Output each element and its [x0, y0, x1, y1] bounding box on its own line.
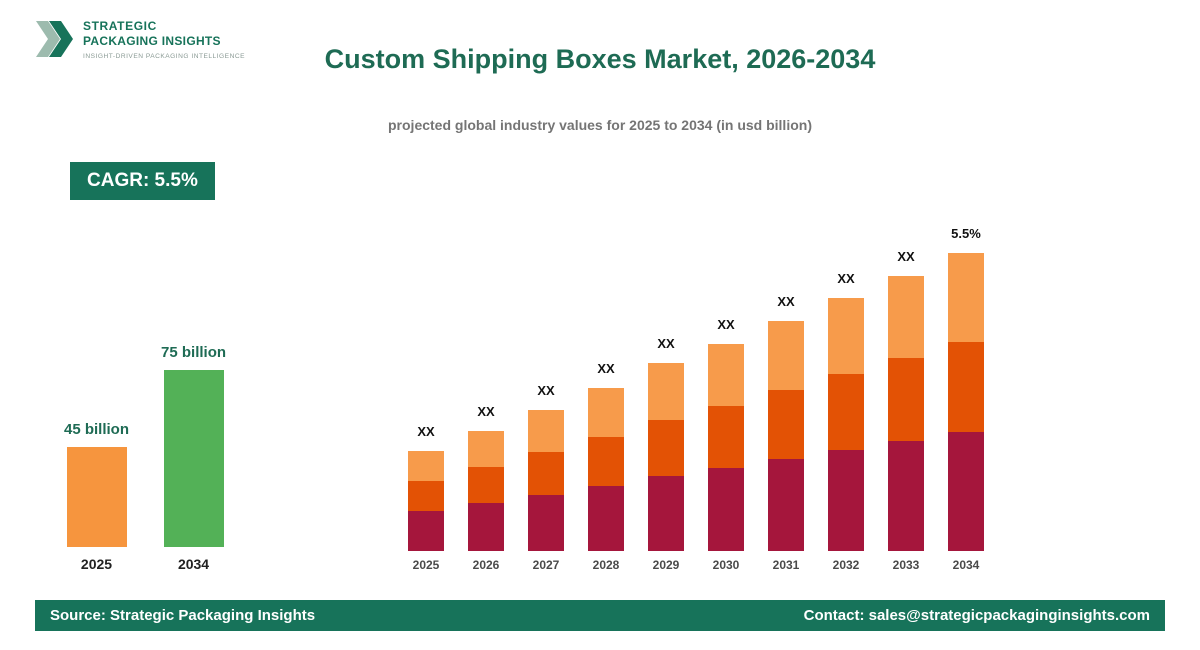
segment-top [888, 276, 924, 358]
segment-middle [888, 358, 924, 441]
bar-year-label: 2027 [532, 558, 560, 572]
bar-year-label: 2025 [412, 558, 440, 572]
bar-stack [468, 431, 504, 551]
segment-middle [648, 420, 684, 476]
bar-top-label: XX [777, 294, 795, 309]
bar-stack [768, 321, 804, 551]
page-subtitle: projected global industry values for 202… [388, 117, 812, 133]
segment-bottom [528, 495, 564, 551]
bar-top-label: XX [597, 361, 615, 376]
bar-year-label: 2033 [892, 558, 920, 572]
segment-middle [468, 467, 504, 503]
segment-middle [528, 452, 564, 495]
bar-year-label: 2031 [772, 558, 800, 572]
bar-top-label: XX [417, 424, 435, 439]
segment-bottom [948, 432, 984, 551]
brand-logo: STRATEGIC PACKAGING INSIGHTS INSIGHT-DRI… [34, 14, 245, 64]
segment-bottom [648, 476, 684, 551]
segment-top [648, 363, 684, 420]
bar-top-label: XX [477, 404, 495, 419]
bar-value-label: 75 billion [161, 344, 227, 361]
stacked-bar-group: XX 2031 [768, 294, 804, 572]
bar-top-label: XX [717, 317, 735, 332]
segment-middle [408, 481, 444, 511]
logo-tagline: INSIGHT-DRIVEN PACKAGING INTELLIGENCE [83, 52, 246, 60]
segment-bottom [828, 450, 864, 551]
bar-year-label: 2034 [952, 558, 980, 572]
footer-contact: Contact: sales@strategicpackaginginsight… [803, 607, 1150, 624]
segment-top [528, 410, 564, 452]
stacked-bar-group: XX 2028 [588, 361, 624, 572]
segment-bottom [708, 468, 744, 551]
segment-middle [588, 437, 624, 486]
bar-stack [648, 363, 684, 551]
segment-top [588, 388, 624, 437]
segment-middle [768, 390, 804, 459]
bar-year-label: 2025 [80, 556, 113, 572]
bar-stack [948, 253, 984, 551]
bar-stack [888, 276, 924, 551]
bar-top-label: XX [537, 383, 555, 398]
bar-stack [588, 388, 624, 551]
stacked-bar-chart: XX 2025 XX 2026 XX 2027 XX 2028 XX 2029 XX 2030 XX 20… [408, 190, 984, 572]
segment-middle [708, 406, 744, 468]
bar-year-label: 2026 [472, 558, 500, 572]
bar-top-label: 5.5% [951, 226, 981, 241]
bar-stack [828, 298, 864, 551]
stacked-bar-group: XX 2030 [708, 317, 744, 572]
bar-year-label: 2029 [652, 558, 680, 572]
segment-top [768, 321, 804, 390]
bar-year-label: 2028 [592, 558, 620, 572]
bar-value-label: 45 billion [64, 421, 130, 438]
comparison-bar-group: 75 billion 2034 [161, 344, 226, 572]
stacked-bar-group: XX 2025 [408, 424, 444, 572]
chevron-logo-icon [36, 21, 73, 57]
segment-top [408, 451, 444, 481]
bar-year-label: 2034 [177, 556, 210, 572]
segment-top [948, 253, 984, 342]
logo-line2: PACKAGING INSIGHTS [83, 33, 221, 48]
segment-top [708, 344, 744, 406]
bar-stack [408, 451, 444, 551]
bar-stack [528, 410, 564, 551]
page-title: Custom Shipping Boxes Market, 2026-2034 [324, 44, 876, 74]
segment-middle [948, 342, 984, 432]
bar-stack [708, 344, 744, 551]
segment-top [828, 298, 864, 374]
logo-line1: STRATEGIC [83, 18, 157, 33]
bar-year-label: 2032 [832, 558, 860, 572]
stacked-bar-group: 5.5% 2034 [948, 226, 984, 572]
comparison-chart: 45 billion 2025 75 billion 2034 [64, 310, 226, 572]
cagr-badge: CAGR: 5.5% [70, 162, 215, 200]
segment-bottom [468, 503, 504, 551]
comparison-bar-group: 45 billion 2025 [64, 421, 129, 572]
segment-bottom [408, 511, 444, 551]
stacked-bar-group: XX 2026 [468, 404, 504, 572]
segment-middle [828, 374, 864, 450]
logo-text: STRATEGIC PACKAGING INSIGHTS INSIGHT-DRI… [83, 19, 245, 60]
bar-year-label: 2030 [712, 558, 740, 572]
segment-top [468, 431, 504, 467]
stacked-bar-group: XX 2027 [528, 383, 564, 572]
bar-top-label: XX [837, 271, 855, 286]
footer-source: Source: Strategic Packaging Insights [50, 607, 316, 624]
comparison-bar [163, 370, 224, 547]
bar-top-label: XX [897, 249, 915, 264]
stacked-bar-group: XX 2032 [828, 271, 864, 572]
comparison-bar [66, 447, 127, 547]
stacked-bar-group: XX 2033 [888, 249, 924, 572]
segment-bottom [588, 486, 624, 551]
segment-bottom [768, 459, 804, 551]
bar-top-label: XX [657, 336, 675, 351]
footer-bar: Source: Strategic Packaging Insights Con… [35, 600, 1165, 631]
segment-bottom [888, 441, 924, 551]
stacked-bar-group: XX 2029 [648, 336, 684, 572]
